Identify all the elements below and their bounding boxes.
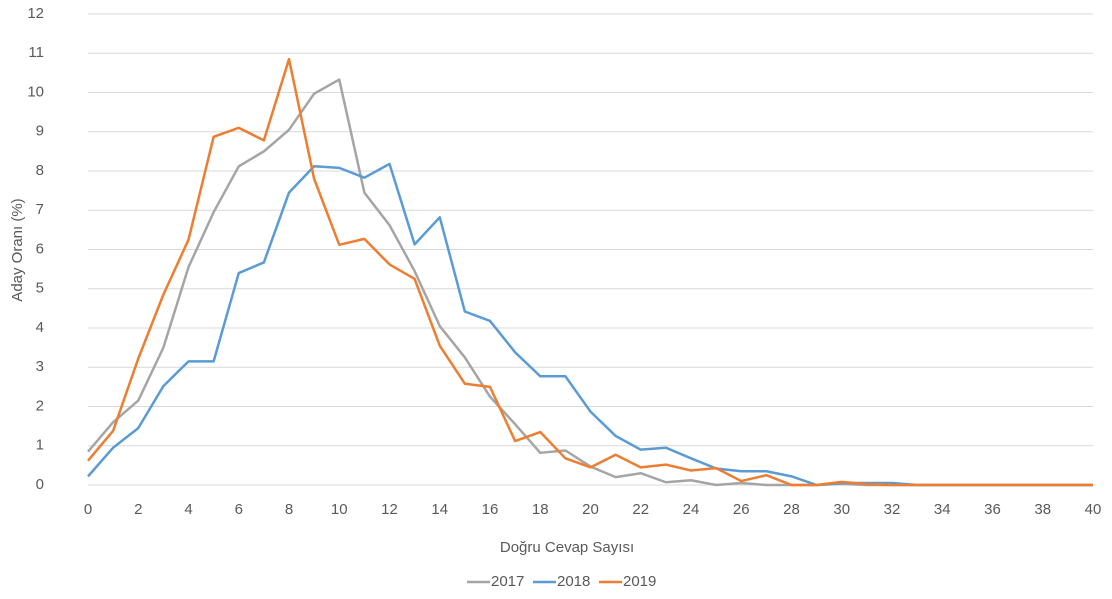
y-tick-label: 5 bbox=[36, 280, 44, 297]
y-tick-label: 10 bbox=[27, 83, 44, 100]
x-tick-label: 22 bbox=[632, 501, 649, 518]
y-tick-label: 7 bbox=[36, 201, 44, 218]
series-line bbox=[87, 78, 1093, 487]
y-tick-label: 3 bbox=[36, 358, 44, 375]
x-tick-label: 14 bbox=[431, 501, 448, 518]
x-tick-label: 2 bbox=[134, 501, 142, 518]
legend-label: 2019 bbox=[623, 573, 656, 590]
y-tick-label: 4 bbox=[36, 319, 44, 336]
x-tick-label: 40 bbox=[1085, 501, 1102, 518]
y-axis-label: Aday Oranı (%) bbox=[9, 198, 26, 301]
x-tick-label: 8 bbox=[285, 501, 293, 518]
y-tick-label: 12 bbox=[27, 5, 44, 22]
y-tick-label: 9 bbox=[36, 123, 44, 140]
x-tick-label: 16 bbox=[482, 501, 499, 518]
x-axis-label: Doğru Cevap Sayısı bbox=[500, 539, 634, 556]
x-tick-label: 6 bbox=[235, 501, 243, 518]
x-tick-label: 38 bbox=[1034, 501, 1051, 518]
y-tick-label: 0 bbox=[36, 476, 44, 493]
x-tick-label: 4 bbox=[184, 501, 192, 518]
series-line bbox=[87, 57, 1093, 487]
y-tick-label: 6 bbox=[36, 240, 44, 257]
series-line bbox=[87, 162, 1093, 487]
x-tick-label: 24 bbox=[683, 501, 700, 518]
x-tick-label: 12 bbox=[381, 501, 398, 518]
x-tick-label: 10 bbox=[331, 501, 348, 518]
x-tick-label: 20 bbox=[582, 501, 599, 518]
x-tick-label: 32 bbox=[884, 501, 901, 518]
y-tick-label: 1 bbox=[36, 437, 44, 454]
x-tick-label: 30 bbox=[833, 501, 850, 518]
x-tick-label: 18 bbox=[532, 501, 549, 518]
x-tick-label: 34 bbox=[934, 501, 951, 518]
x-tick-label: 26 bbox=[733, 501, 750, 518]
y-tick-label: 2 bbox=[36, 397, 44, 414]
x-tick-label: 36 bbox=[984, 501, 1001, 518]
y-tick-label: 8 bbox=[36, 162, 44, 179]
y-tick-label: 11 bbox=[28, 44, 44, 61]
legend-label: 2017 bbox=[491, 573, 524, 590]
x-tick-label: 28 bbox=[783, 501, 800, 518]
legend-label: 2018 bbox=[557, 573, 590, 590]
x-tick-label: 0 bbox=[84, 501, 92, 518]
